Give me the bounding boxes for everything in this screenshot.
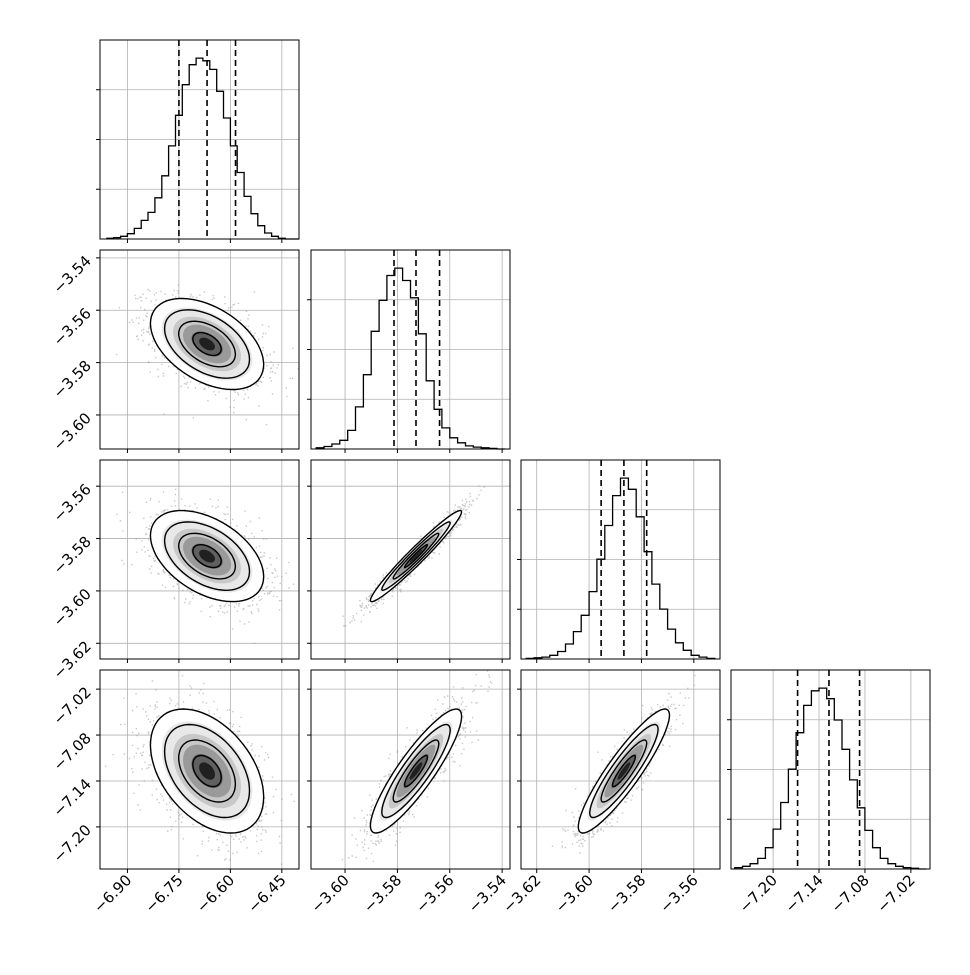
hist-panel-p2 bbox=[307, 249, 511, 453]
y-tick-label: −7.14 bbox=[50, 775, 95, 820]
contour-1 bbox=[149, 509, 265, 603]
x-tick-label: −7.08 bbox=[828, 871, 873, 916]
y-tick-label: −3.62 bbox=[50, 637, 95, 682]
scatter-panel-p2-p4 bbox=[307, 669, 511, 873]
scatter-panel-p3-p4 bbox=[517, 669, 721, 873]
contour-2 bbox=[588, 723, 659, 819]
contour-3 bbox=[177, 320, 237, 368]
x-tick-label: −6.45 bbox=[244, 871, 289, 916]
histogram-p4 bbox=[734, 687, 927, 870]
contour-3 bbox=[392, 532, 440, 580]
contour-2 bbox=[163, 723, 251, 819]
x-tick-label: −3.54 bbox=[465, 871, 510, 916]
hist-panel-p3 bbox=[517, 459, 721, 663]
y-tick-label: −7.02 bbox=[50, 683, 95, 728]
panel-frame bbox=[520, 669, 721, 870]
panel-frame bbox=[99, 669, 300, 870]
x-tick-label: −3.58 bbox=[604, 871, 649, 916]
panel-frame bbox=[730, 669, 931, 870]
y-tick-label: −3.56 bbox=[50, 304, 95, 349]
density-level-6 bbox=[199, 762, 215, 780]
contour-1 bbox=[149, 297, 265, 391]
density-level-6 bbox=[409, 549, 423, 563]
y-tick-label: −3.58 bbox=[50, 357, 95, 402]
x-tick-label: −3.60 bbox=[308, 871, 353, 916]
contour-4 bbox=[403, 754, 429, 788]
contour-1 bbox=[369, 509, 463, 603]
contour-2 bbox=[381, 521, 451, 592]
contour-4 bbox=[192, 331, 222, 357]
x-tick-label: −7.14 bbox=[782, 871, 827, 916]
y-tick-label: −3.56 bbox=[50, 480, 95, 525]
y-tick-label: −7.08 bbox=[50, 729, 95, 774]
panel-frame bbox=[310, 669, 511, 870]
y-tick-label: −7.20 bbox=[50, 821, 95, 866]
x-tick-label: −3.58 bbox=[360, 871, 405, 916]
contour-2 bbox=[381, 723, 451, 819]
y-tick-label: −3.60 bbox=[50, 585, 95, 630]
hist-panel-p1 bbox=[96, 39, 300, 243]
panel-frame bbox=[310, 249, 511, 450]
panel-frame bbox=[99, 249, 300, 450]
panel-frame bbox=[310, 459, 511, 660]
y-tick-label: −3.58 bbox=[50, 533, 95, 578]
x-tick-label: −6.90 bbox=[90, 871, 135, 916]
contour-3 bbox=[177, 739, 237, 803]
contour-3 bbox=[177, 532, 237, 580]
contour-1 bbox=[369, 708, 463, 834]
density-level-6 bbox=[409, 762, 423, 780]
contour-3 bbox=[600, 739, 648, 803]
histogram-p2 bbox=[315, 267, 505, 450]
scatter-panel-p1-p4 bbox=[96, 669, 300, 873]
contour-4 bbox=[192, 544, 222, 569]
panel-frame bbox=[99, 459, 300, 660]
panel-frame bbox=[99, 39, 300, 240]
density-level-6 bbox=[199, 549, 215, 563]
density-level-6 bbox=[199, 337, 215, 351]
panel-frame bbox=[520, 459, 721, 660]
contour-4 bbox=[192, 754, 222, 788]
contour-2 bbox=[163, 309, 251, 379]
x-tick-label: −7.02 bbox=[873, 871, 918, 916]
y-tick-label: −3.54 bbox=[50, 252, 95, 297]
contour-1 bbox=[149, 708, 265, 834]
histogram-p3 bbox=[525, 477, 716, 660]
scatter-panel-p1-p2 bbox=[96, 249, 300, 453]
density-level-6 bbox=[617, 762, 631, 780]
contour-4 bbox=[403, 544, 429, 569]
x-tick-label: −3.60 bbox=[552, 871, 597, 916]
scatter-panel-p2-p3 bbox=[307, 459, 511, 663]
y-tick-label: −3.60 bbox=[50, 409, 95, 454]
histogram-p1 bbox=[106, 57, 299, 240]
scatter-panel-p1-p3 bbox=[96, 459, 300, 663]
x-tick-label: −7.20 bbox=[736, 871, 781, 916]
contour-2 bbox=[163, 521, 251, 592]
hist-panel-p4 bbox=[727, 669, 931, 873]
contour-4 bbox=[611, 754, 636, 788]
x-tick-label: −3.56 bbox=[412, 871, 457, 916]
contour-3 bbox=[392, 739, 440, 803]
x-tick-label: −6.60 bbox=[193, 871, 238, 916]
x-tick-label: −3.62 bbox=[499, 871, 544, 916]
x-tick-label: −3.56 bbox=[656, 871, 701, 916]
contour-1 bbox=[577, 708, 671, 834]
x-tick-label: −6.75 bbox=[142, 871, 187, 916]
